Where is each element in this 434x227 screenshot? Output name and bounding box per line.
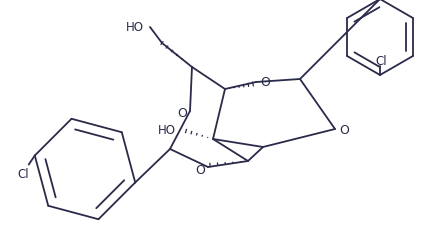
Text: Cl: Cl: [374, 54, 386, 67]
Text: O: O: [177, 106, 187, 119]
Text: O: O: [338, 124, 348, 137]
Text: O: O: [194, 163, 204, 176]
Text: HO: HO: [158, 124, 176, 137]
Text: Cl: Cl: [17, 167, 29, 180]
Text: HO: HO: [126, 20, 144, 33]
Text: O: O: [260, 75, 270, 88]
